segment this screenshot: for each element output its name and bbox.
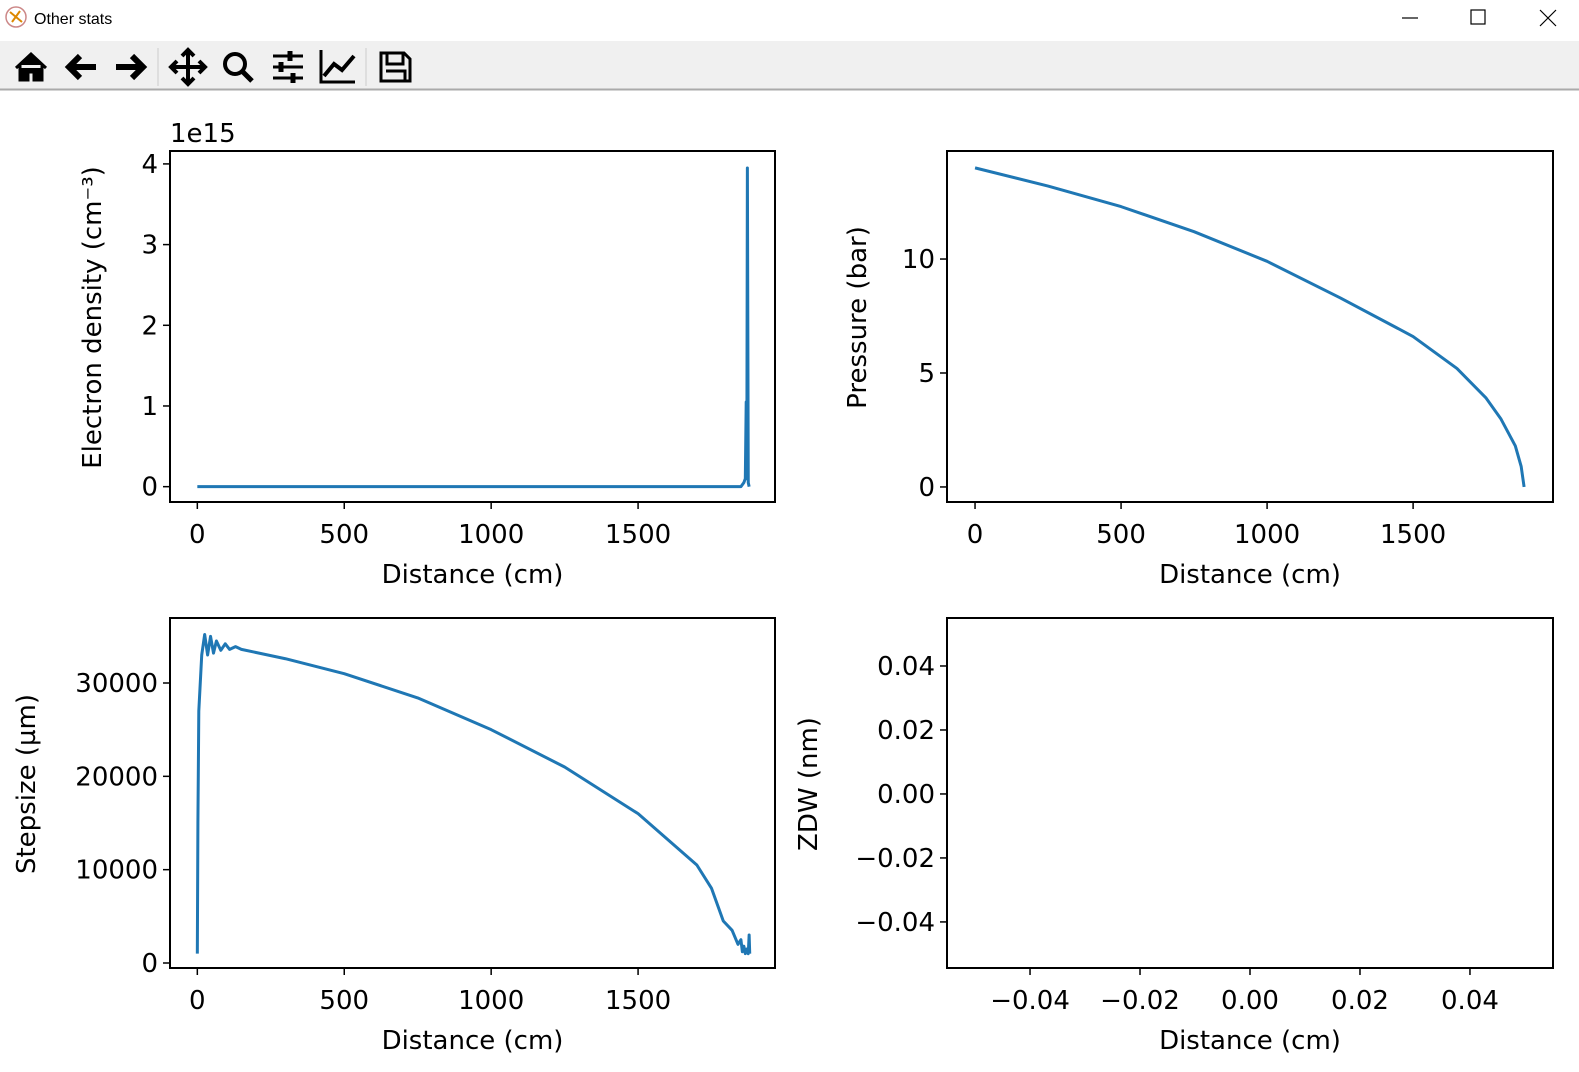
x-tick-label: 1000 bbox=[1234, 520, 1300, 550]
home-button[interactable] bbox=[14, 51, 48, 82]
edit-axis-button[interactable] bbox=[319, 50, 355, 84]
x-tick-label: 0 bbox=[189, 986, 206, 1016]
y-tick-label: 5 bbox=[918, 359, 935, 389]
title-bar bbox=[0, 0, 1579, 40]
x-axis-label: Distance (cm) bbox=[382, 1026, 564, 1056]
x-tick-label: 0.04 bbox=[1441, 986, 1499, 1016]
save-button[interactable] bbox=[379, 51, 412, 83]
configure-sliders bbox=[278, 51, 296, 83]
x-tick-label: 1500 bbox=[1380, 520, 1446, 550]
zoom-button[interactable] bbox=[223, 52, 247, 76]
edit-axis-line bbox=[322, 54, 356, 78]
close-button[interactable] bbox=[1539, 9, 1557, 27]
x-tick-label: 1000 bbox=[458, 986, 524, 1016]
x-tick-label: 500 bbox=[1096, 520, 1146, 550]
app-icon-mark bbox=[9, 10, 23, 23]
back-button[interactable] bbox=[64, 53, 96, 81]
pan-button[interactable] bbox=[168, 47, 208, 87]
data-line bbox=[195, 632, 752, 956]
x-tick-label: 0.02 bbox=[1331, 986, 1389, 1016]
x-axis-label: Distance (cm) bbox=[382, 560, 564, 590]
y-axis-label: Electron density (cm⁻³) bbox=[78, 166, 108, 469]
toolbar bbox=[0, 41, 1579, 89]
y-tick-label: 0.00 bbox=[877, 780, 935, 810]
x-tick-label: 0.00 bbox=[1221, 986, 1279, 1016]
y-tick-label: 20000 bbox=[75, 762, 158, 792]
offset-text: 1e15 bbox=[170, 119, 236, 149]
y-tick-label: 0 bbox=[141, 473, 158, 503]
x-tick-label: −0.02 bbox=[1100, 986, 1180, 1016]
x-tick-label: 500 bbox=[319, 986, 369, 1016]
y-tick-label: −0.04 bbox=[855, 908, 935, 938]
y-tick-label: 0 bbox=[141, 949, 158, 979]
y-tick-label: 1 bbox=[141, 392, 158, 422]
window-title: Other stats bbox=[34, 11, 112, 28]
axes-frame bbox=[946, 150, 1554, 503]
y-axis-label: Stepsize (µm) bbox=[12, 694, 42, 874]
y-tick-label: 10 bbox=[902, 245, 935, 275]
axes-frame bbox=[169, 150, 776, 503]
x-tick-label: 0 bbox=[189, 520, 206, 550]
y-tick-label: 30000 bbox=[75, 669, 158, 699]
x-axis-label: Distance (cm) bbox=[1159, 560, 1341, 590]
x-tick-label: 1000 bbox=[458, 520, 524, 550]
y-axis-label: ZDW (nm) bbox=[794, 717, 824, 851]
x-tick-label: 500 bbox=[319, 520, 369, 550]
x-axis-label: Distance (cm) bbox=[1159, 1026, 1341, 1056]
data-line bbox=[974, 166, 1526, 488]
y-axis-label: Pressure (bar) bbox=[843, 226, 873, 409]
forward-button[interactable] bbox=[116, 53, 148, 81]
y-tick-label: 2 bbox=[141, 311, 158, 341]
axes-frame bbox=[169, 617, 776, 969]
y-tick-label: 0.04 bbox=[877, 652, 935, 682]
zoom-handle bbox=[240, 69, 254, 83]
y-tick-label: 0.02 bbox=[877, 716, 935, 746]
x-tick-label: 1500 bbox=[605, 520, 671, 550]
y-tick-label: 0 bbox=[918, 473, 935, 503]
x-tick-label: −0.04 bbox=[990, 986, 1070, 1016]
maximize-button[interactable] bbox=[1470, 9, 1486, 25]
x-tick-label: 1500 bbox=[605, 986, 671, 1016]
y-tick-label: −0.02 bbox=[855, 844, 935, 874]
y-tick-label: 4 bbox=[141, 150, 158, 180]
axes-frame bbox=[946, 617, 1554, 969]
y-tick-label: 3 bbox=[141, 231, 158, 261]
data-line bbox=[197, 166, 751, 489]
y-tick-label: 10000 bbox=[75, 856, 158, 886]
x-tick-label: 0 bbox=[967, 520, 984, 550]
